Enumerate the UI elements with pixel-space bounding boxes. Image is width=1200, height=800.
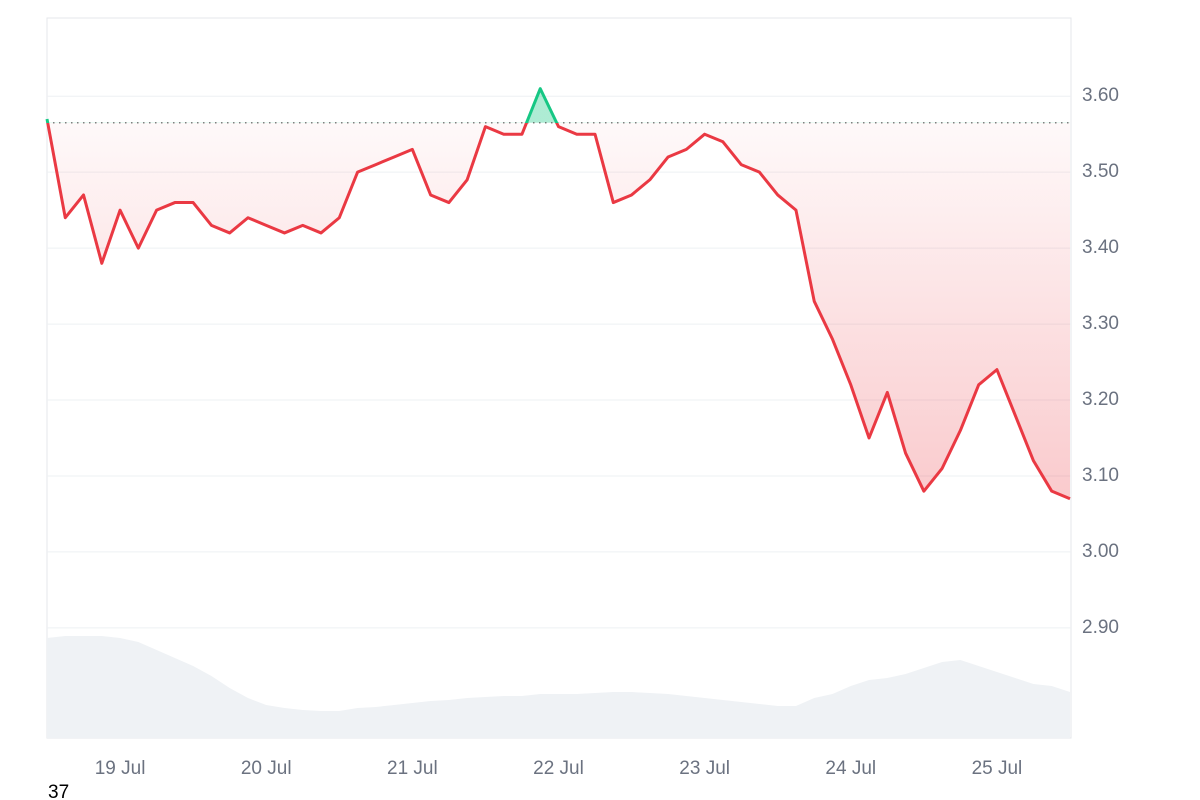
y-tick-label: 3.10	[1082, 465, 1119, 486]
y-tick-label: 3.00	[1082, 541, 1119, 562]
y-tick-label: 3.60	[1082, 85, 1119, 106]
volume-area	[47, 636, 1070, 738]
y-tick-label: 3.50	[1082, 161, 1119, 182]
price-line	[45, 87, 1071, 501]
y-tick-label: 3.30	[1082, 313, 1119, 334]
y-tick-label: 2.90	[1082, 617, 1119, 638]
y-tick-label: 3.40	[1082, 237, 1119, 258]
x-tick-label: 19 Jul	[95, 758, 146, 779]
x-tick-label: 24 Jul	[825, 758, 876, 779]
footer: 37	[48, 782, 69, 800]
x-tick-label: 23 Jul	[679, 758, 730, 779]
y-tick-label: 3.20	[1082, 389, 1119, 410]
x-tick-label: 20 Jul	[241, 758, 292, 779]
price-area	[47, 88, 1070, 499]
x-tick-label: 21 Jul	[387, 758, 438, 779]
x-tick-label: 22 Jul	[533, 758, 584, 779]
x-tick-label: 25 Jul	[972, 758, 1023, 779]
